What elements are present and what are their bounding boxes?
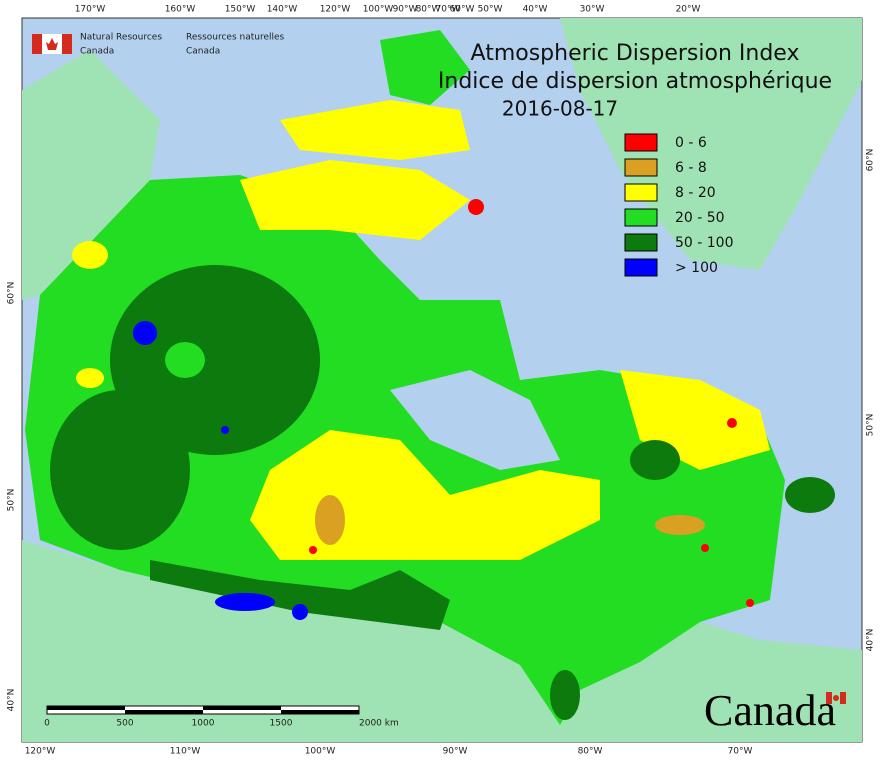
longitude-label: 30°W: [580, 5, 605, 15]
scale-segment: [47, 706, 125, 710]
agency-en: Canada: [80, 47, 114, 57]
latitude-label: 40°N: [7, 689, 17, 712]
orange-zone: [655, 515, 705, 535]
greenland: [560, 18, 862, 270]
longitude-label: 40°W: [523, 5, 548, 15]
red-spot: [701, 544, 709, 552]
agency: Natural Resources Canada Ressources natu…: [32, 33, 285, 57]
blue-spot: [215, 593, 275, 611]
green-zone: [165, 342, 205, 378]
latitude-label: 50°N: [7, 489, 17, 512]
longitude-label: 90°W: [393, 5, 418, 15]
scale-segment: [203, 706, 281, 710]
red-spot: [746, 599, 754, 607]
longitude-label: 170°W: [75, 5, 106, 15]
red-spot: [727, 418, 737, 428]
longitude-label: 150°W: [225, 5, 256, 15]
scale-label: 500: [116, 719, 133, 729]
longitude-label: 60°W: [450, 5, 475, 15]
scale-segment: [125, 710, 203, 714]
legend-label: 20 - 50: [675, 210, 725, 226]
dark-green-zone: [785, 477, 835, 513]
scale-label: 2000 km: [359, 719, 399, 729]
graticule-labels: 170°W 160°W 150°W 140°W 120°W 100°W 90°W80°W70…: [7, 5, 876, 757]
blue-spot: [133, 321, 157, 345]
longitude-label: 70°W: [728, 747, 753, 757]
yellow-zone: [76, 368, 104, 388]
wordmark-flag: [826, 692, 832, 704]
legend: 0 - 6 6 - 8 8 - 20 20 - 50 50 - 100 > 100: [624, 133, 734, 277]
agency-fr: Ressources naturelles: [186, 33, 285, 43]
scale-segment: [281, 710, 359, 714]
latitude-label: 50°N: [866, 414, 876, 437]
longitude-label: 100°W: [363, 5, 394, 15]
wordmark-flag: [833, 695, 839, 701]
longitude-label: 120°W: [320, 5, 351, 15]
legend-label: 50 - 100: [675, 235, 734, 251]
legend-label: > 100: [675, 260, 718, 276]
red-spot: [468, 199, 484, 215]
longitude-label: 70°W: [436, 5, 461, 15]
date: 2016-08-17: [502, 97, 618, 121]
hudson-bay: [390, 370, 560, 470]
dark-green-zone: [150, 560, 450, 630]
legend-swatch: [624, 258, 658, 277]
legend-label: 8 - 20: [675, 185, 716, 201]
scale-bar: 0 500 1000 1500 2000 km: [44, 705, 399, 729]
arctic-island: [380, 30, 470, 105]
longitude-label: 90°W: [443, 747, 468, 757]
dark-green-zone: [630, 440, 680, 480]
legend-swatch: [624, 183, 658, 202]
legend-label: 6 - 8: [675, 160, 707, 176]
alaska: [22, 50, 160, 300]
longitude-label: 120°W: [25, 747, 56, 757]
scale-label: 1000: [192, 719, 215, 729]
longitude-label: 20°W: [676, 5, 701, 15]
yellow-zone: [280, 100, 470, 160]
scale-label: 1500: [270, 719, 293, 729]
agency-fr: Canada: [186, 47, 220, 57]
map-area: [21, 17, 863, 743]
latitude-label: 60°N: [866, 149, 876, 172]
wordmark: Canada: [704, 686, 836, 735]
dark-green-zone: [550, 670, 580, 720]
agency-en: Natural Resources: [80, 33, 162, 43]
longitude-label: 50°W: [478, 5, 503, 15]
legend-swatch: [624, 208, 658, 227]
longitude-label: 80°W: [578, 747, 603, 757]
longitude-label: 140°W: [267, 5, 298, 15]
united-states: [22, 540, 862, 742]
dark-green-zone: [50, 390, 190, 550]
red-spot: [309, 546, 317, 554]
scale-label: 0: [44, 719, 50, 729]
maple-leaf: [46, 38, 58, 50]
title: Atmospheric Dispersion Index: [471, 41, 800, 66]
flag-bar: [32, 34, 42, 54]
longitude-label: 110°W: [170, 747, 201, 757]
yellow-zone: [72, 241, 108, 269]
longitude-label: 100°W: [305, 747, 336, 757]
flag-bar: [62, 34, 72, 54]
latitude-label: 40°N: [866, 629, 876, 652]
wordmark-flag: [840, 692, 846, 704]
blue-spot: [221, 426, 229, 434]
blue-spot: [292, 604, 308, 620]
legend-swatch: [624, 133, 658, 152]
orange-zone: [315, 495, 345, 545]
legend-swatch: [624, 158, 658, 177]
longitude-label: 160°W: [165, 5, 196, 15]
latitude-label: 60°N: [7, 282, 17, 305]
yellow-zone: [240, 160, 470, 240]
title: Indice de dispersion atmosphérique: [438, 69, 832, 94]
legend-swatch: [624, 233, 658, 252]
legend-label: 0 - 6: [675, 135, 707, 151]
longitude-label: 80°W: [416, 5, 441, 15]
